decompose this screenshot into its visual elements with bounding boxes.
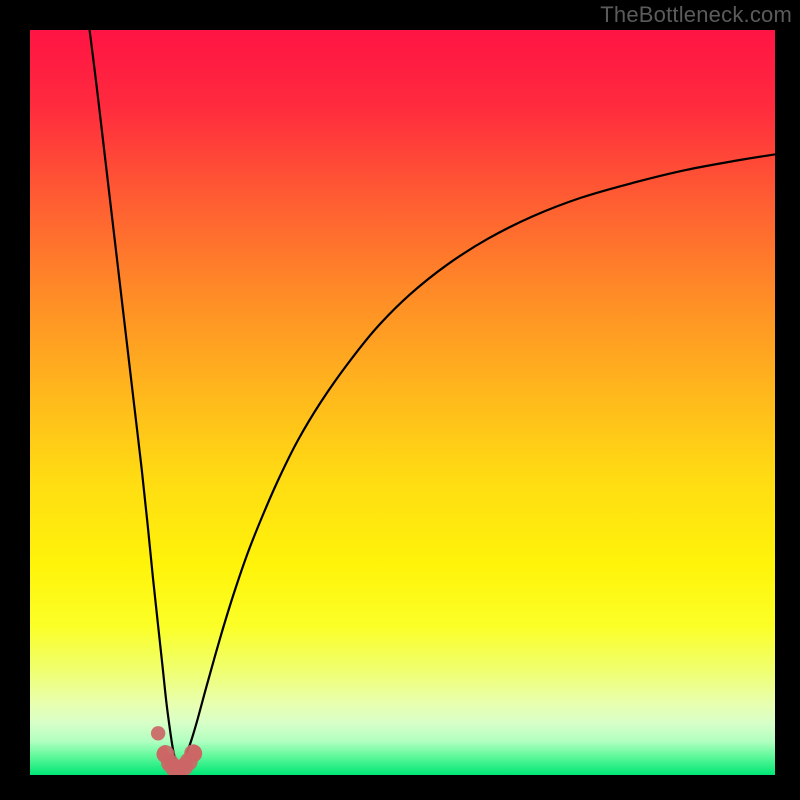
curve-left-branch [90, 30, 179, 768]
chart-svg-layer [30, 30, 775, 775]
curve-right-branch [179, 154, 775, 767]
bottom-marker-isolated [151, 726, 165, 740]
bottom-marker-dot [184, 744, 202, 762]
watermark-text: TheBottleneck.com [600, 2, 792, 28]
bottleneck-chart [30, 30, 775, 775]
